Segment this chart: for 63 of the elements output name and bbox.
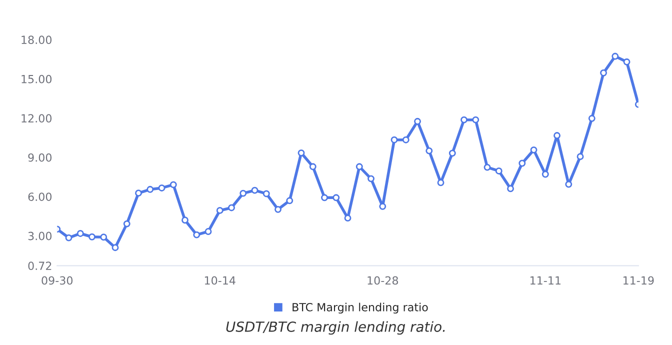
point <box>146 186 154 193</box>
x-tick-label: 11-19 <box>623 276 654 285</box>
point <box>542 170 549 178</box>
y-tick-label: 6.00 <box>28 192 52 201</box>
point <box>588 114 596 122</box>
point <box>182 216 188 224</box>
point <box>402 136 410 144</box>
x-tick-label: 10-14 <box>204 276 236 285</box>
point <box>530 146 538 154</box>
point <box>262 190 270 198</box>
y-tick-label: 12.00 <box>22 114 52 123</box>
point <box>135 190 142 197</box>
point <box>193 231 200 238</box>
x-tick-label: 11-11 <box>530 276 561 285</box>
point <box>65 234 72 242</box>
point <box>554 132 560 140</box>
point <box>112 244 119 252</box>
point <box>507 185 514 192</box>
point <box>158 184 166 192</box>
point <box>460 116 468 124</box>
point <box>576 153 584 160</box>
point <box>76 230 84 237</box>
point <box>518 160 526 167</box>
point <box>251 186 258 194</box>
point <box>204 228 212 235</box>
y-tick-label: 15.00 <box>22 74 52 84</box>
point <box>332 194 340 202</box>
point <box>356 163 363 170</box>
point <box>228 204 235 212</box>
x-tick-label: 09-30 <box>42 276 73 285</box>
point <box>448 150 456 157</box>
point <box>612 52 619 60</box>
y-tick-label: 18.00 <box>22 36 52 44</box>
point <box>623 58 630 66</box>
y-tick-label: 3.00 <box>28 232 52 240</box>
point <box>240 190 247 197</box>
y-tick-label: 0.72 <box>28 262 52 270</box>
point <box>344 214 352 222</box>
point <box>426 147 433 154</box>
point <box>600 69 607 76</box>
point <box>170 181 177 188</box>
point <box>216 206 224 214</box>
point <box>379 202 386 210</box>
legend-label: BTC Margin lending ratio <box>292 302 428 314</box>
point <box>390 136 398 144</box>
y-tick-label: 9.00 <box>28 153 52 162</box>
point <box>88 233 96 240</box>
point <box>437 179 444 186</box>
point <box>100 234 108 241</box>
point <box>321 194 328 202</box>
point <box>414 118 421 125</box>
point <box>565 180 572 188</box>
text: USDT/BTC margin lending ratio. <box>226 321 445 335</box>
point <box>484 164 491 171</box>
point <box>495 168 502 174</box>
point <box>298 149 305 156</box>
point <box>274 206 282 213</box>
point <box>309 163 316 170</box>
x-tick-label: 10-28 <box>368 276 398 285</box>
point <box>123 220 130 228</box>
point <box>368 175 374 182</box>
point <box>286 197 294 204</box>
point <box>472 116 480 124</box>
